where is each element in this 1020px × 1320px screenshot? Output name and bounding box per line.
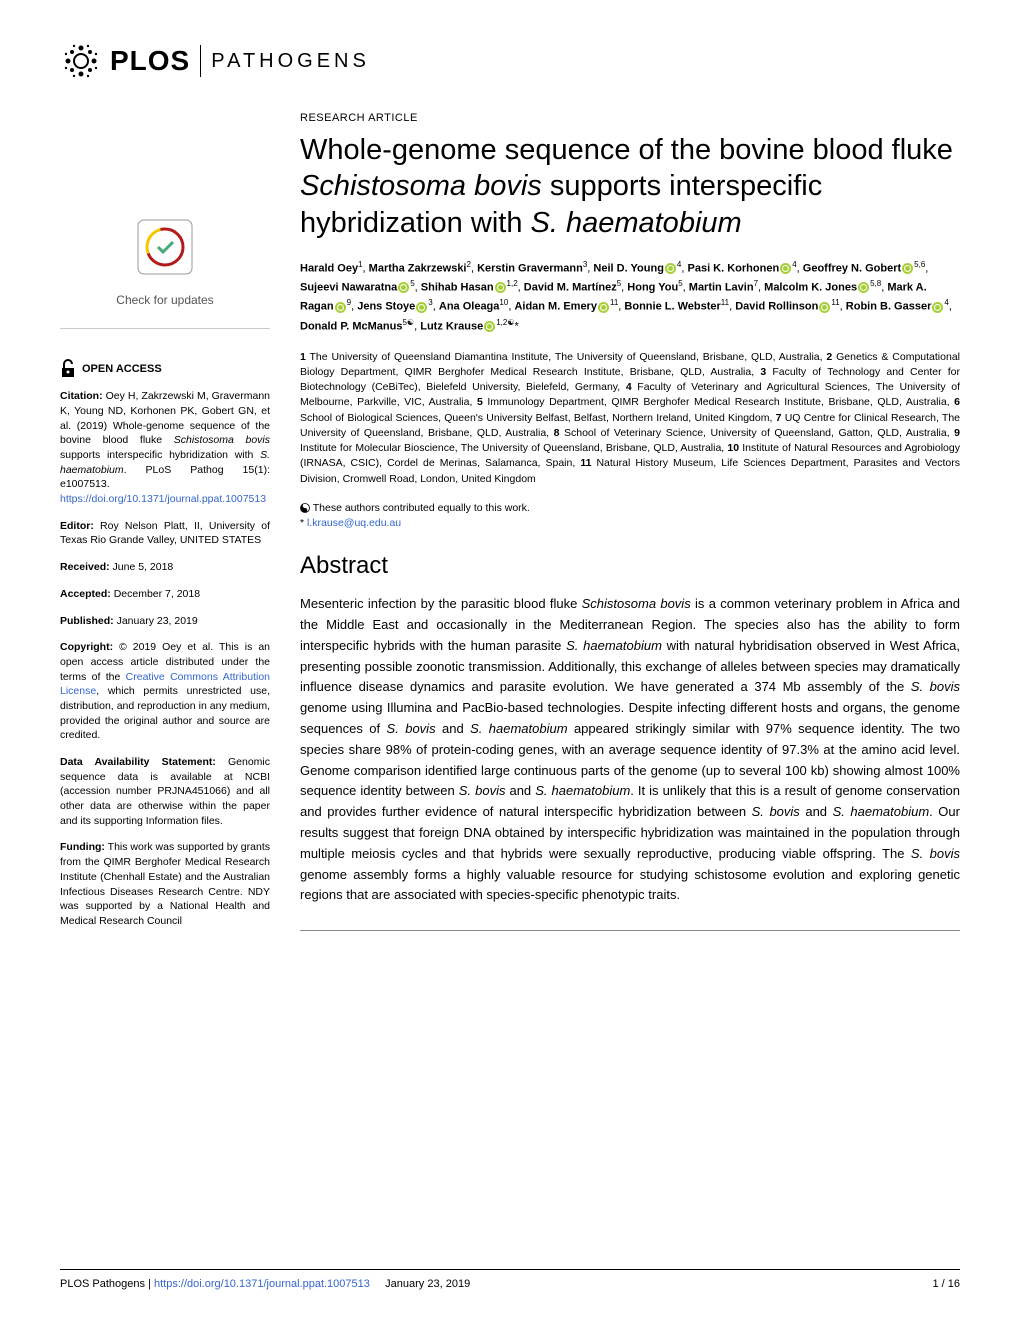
article-type: RESEARCH ARTICLE xyxy=(300,112,960,124)
copyright-text: © 2019 Oey et al. This is an open access… xyxy=(60,641,270,741)
funding-text: This work was supported by grants from t… xyxy=(60,841,270,926)
corresponding-email[interactable]: l.krause@uq.edu.au xyxy=(307,517,401,529)
copyright-label: Copyright: xyxy=(60,641,113,653)
published-label: Published: xyxy=(60,615,114,627)
accepted-block: Accepted: December 7, 2018 xyxy=(60,587,270,602)
published-text: January 23, 2019 xyxy=(117,615,198,627)
citation-label: Citation: xyxy=(60,390,103,402)
footer-date: January 23, 2019 xyxy=(385,1278,470,1290)
equal-contrib-icon xyxy=(300,503,310,513)
editor-label: Editor: xyxy=(60,520,94,532)
sidebar: Check for updates OPEN ACCESS Citation: … xyxy=(60,112,270,941)
journal-logo: PLOS PATHOGENS xyxy=(60,40,960,82)
open-access-icon xyxy=(60,359,76,379)
abstract-text: Mesenteric infection by the parasitic bl… xyxy=(300,594,960,906)
accepted-label: Accepted: xyxy=(60,588,111,600)
footer-doi[interactable]: https://doi.org/10.1371/journal.ppat.100… xyxy=(154,1278,370,1290)
data-availability-block: Data Availability Statement: Genomic seq… xyxy=(60,755,270,828)
accepted-text: December 7, 2018 xyxy=(114,588,200,600)
footer-journal: PLOS Pathogens | xyxy=(60,1278,154,1290)
equal-contrib-text: These authors contributed equally to thi… xyxy=(313,502,530,514)
check-updates-icon xyxy=(130,212,200,282)
copyright-block: Copyright: © 2019 Oey et al. This is an … xyxy=(60,640,270,743)
received-label: Received: xyxy=(60,561,110,573)
contribution-notes: These authors contributed equally to thi… xyxy=(300,501,960,533)
authors-list: Harald Oey1, Martha Zakrzewski2, Kerstin… xyxy=(300,259,960,336)
affiliations: 1 The University of Queensland Diamantin… xyxy=(300,350,960,487)
logo-divider xyxy=(200,45,201,77)
editor-block: Editor: Roy Nelson Platt, II, University… xyxy=(60,519,270,548)
received-block: Received: June 5, 2018 xyxy=(60,560,270,575)
published-block: Published: January 23, 2019 xyxy=(60,614,270,629)
page-footer: PLOS Pathogens | https://doi.org/10.1371… xyxy=(60,1269,960,1290)
page-number: 1 / 16 xyxy=(932,1278,960,1290)
open-access-badge: OPEN ACCESS xyxy=(60,359,270,379)
article-title: Whole-genome sequence of the bovine bloo… xyxy=(300,132,960,241)
citation-text: Oey H, Zakrzewski M, Gravermann K, Young… xyxy=(60,390,270,490)
funding-label: Funding: xyxy=(60,841,105,853)
journal-name: PATHOGENS xyxy=(211,50,370,73)
funding-block: Funding: This work was supported by gran… xyxy=(60,840,270,928)
check-updates-label: Check for updates xyxy=(60,293,270,309)
data-label: Data Availability Statement: xyxy=(60,756,216,768)
main-content: RESEARCH ARTICLE Whole-genome sequence o… xyxy=(300,112,960,941)
received-text: June 5, 2018 xyxy=(113,561,174,573)
abstract-heading: Abstract xyxy=(300,552,960,580)
plos-brand: PLOS xyxy=(110,45,190,77)
citation-doi-link[interactable]: https://doi.org/10.1371/journal.ppat.100… xyxy=(60,493,266,505)
open-access-label: OPEN ACCESS xyxy=(82,362,162,377)
check-updates-widget[interactable]: Check for updates xyxy=(60,212,270,329)
section-divider xyxy=(300,930,960,931)
plos-icon xyxy=(60,40,102,82)
citation-block: Citation: Oey H, Zakrzewski M, Graverman… xyxy=(60,389,270,507)
